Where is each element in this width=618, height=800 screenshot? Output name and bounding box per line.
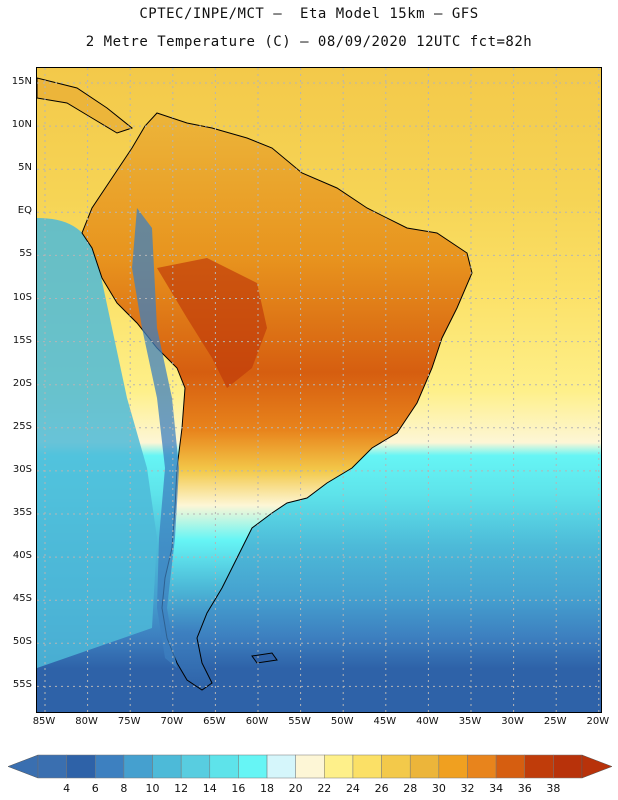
- lon-tick-label: 60W: [245, 716, 269, 727]
- colorbar-cell: [238, 754, 268, 779]
- colorbar-cell: [123, 754, 153, 779]
- colorbar-tick-label: 8: [120, 782, 128, 795]
- lat-tick-label: 55S: [12, 679, 32, 691]
- lat-tick-label: 15S: [12, 334, 32, 346]
- colorbar-tick-label: 14: [202, 782, 217, 795]
- colorbar-cell: [66, 754, 96, 779]
- lat-tick-label: 10N: [11, 119, 32, 131]
- lon-tick-label: 30W: [501, 716, 524, 727]
- lon-tick-label: 20W: [586, 716, 610, 727]
- colorbar-tick-label: 30: [431, 782, 446, 795]
- colorbar-tick-label: 18: [260, 782, 275, 795]
- colorbar-tick-label: 36: [517, 782, 532, 795]
- lon-tick-label: 40W: [416, 716, 439, 727]
- lat-tick-label: 35S: [12, 507, 32, 518]
- lat-tick-label: 20S: [12, 377, 32, 389]
- colorbar-cell: [409, 754, 440, 779]
- map-title-line1: CPTEC/INPE/MCT – Eta Model 15km – GFS: [139, 6, 479, 22]
- colorbar-tick-label: 10: [145, 782, 160, 795]
- colorbar-cell: [37, 754, 67, 779]
- pacific-cold-band: [37, 218, 157, 668]
- colorbar-cell: [495, 754, 525, 779]
- lon-tick-label: 50W: [330, 716, 354, 727]
- colorbar-cell: [467, 754, 497, 779]
- colorbar-cell: [95, 754, 125, 779]
- lat-tick-label: 5N: [18, 162, 32, 174]
- lon-tick-label: 65W: [203, 716, 226, 727]
- colorbar-tick-label: 22: [317, 782, 332, 795]
- colorbar-tick-label: 28: [403, 782, 418, 795]
- lat-tick-label: 10S: [12, 291, 32, 303]
- hot-core: [157, 258, 267, 388]
- lon-tick-label: 70W: [160, 716, 184, 727]
- colorbar-cell: [381, 754, 411, 779]
- colorbar-cell: [438, 754, 468, 779]
- central-america: [37, 77, 134, 134]
- falkland-islands: [251, 652, 278, 664]
- lat-tick-label: 5S: [19, 248, 32, 260]
- colorbar-tick-label: 16: [231, 782, 246, 795]
- colorbar-cell: [152, 754, 182, 779]
- colorbar-cell: [553, 754, 583, 779]
- colorbar-cell: [266, 754, 296, 779]
- colorbar-tick-label: 38: [546, 782, 561, 795]
- map-title-line2: 2 Metre Temperature (C) – 08/09/2020 12U…: [85, 34, 533, 50]
- lat-tick-label: 30S: [12, 463, 32, 475]
- lon-tick-label: 25W: [543, 716, 567, 727]
- lat-tick-label: 40S: [12, 550, 32, 562]
- lat-tick-label: 50S: [12, 636, 32, 648]
- lon-tick-label: 85W: [32, 716, 56, 727]
- colorbar-tick-label: 4: [63, 782, 71, 795]
- lon-tick-label: 75W: [117, 716, 141, 727]
- lat-tick-label: EQ: [17, 205, 32, 217]
- colorbar-tick-label: 20: [288, 782, 303, 795]
- colorbar-cell: [180, 754, 211, 779]
- south-america-land: [81, 112, 473, 691]
- colorbar-cell: [524, 754, 554, 779]
- colorbar-cell: [209, 754, 239, 779]
- colorbar-cell: [324, 754, 354, 779]
- andes-cold-strip: [132, 208, 179, 668]
- temperature-colorbar: [7, 754, 613, 779]
- colorbar-tick-label: 26: [374, 782, 389, 795]
- lon-tick-label: 55W: [288, 716, 311, 727]
- grid-lines: [37, 68, 601, 712]
- colorbar-tick-label: 32: [460, 782, 475, 795]
- colorbar-tick-label: 6: [91, 782, 99, 795]
- colorbar-min-arrow: [7, 754, 39, 779]
- lat-tick-label: 45S: [12, 593, 32, 605]
- lon-tick-label: 80W: [75, 716, 98, 727]
- colorbar-tick-label: 24: [345, 782, 360, 795]
- lon-tick-label: 45W: [373, 716, 397, 727]
- lat-tick-label: 25S: [12, 420, 32, 432]
- colorbar-cell: [295, 754, 325, 779]
- lon-tick-label: 35W: [458, 716, 482, 727]
- temperature-map: [36, 67, 602, 713]
- colorbar-tick-label: 34: [489, 782, 504, 795]
- colorbar-cell: [352, 754, 382, 779]
- colorbar-tick-label: 12: [174, 782, 189, 795]
- lat-tick-label: 15N: [11, 76, 32, 87]
- colorbar-max-arrow: [581, 754, 613, 779]
